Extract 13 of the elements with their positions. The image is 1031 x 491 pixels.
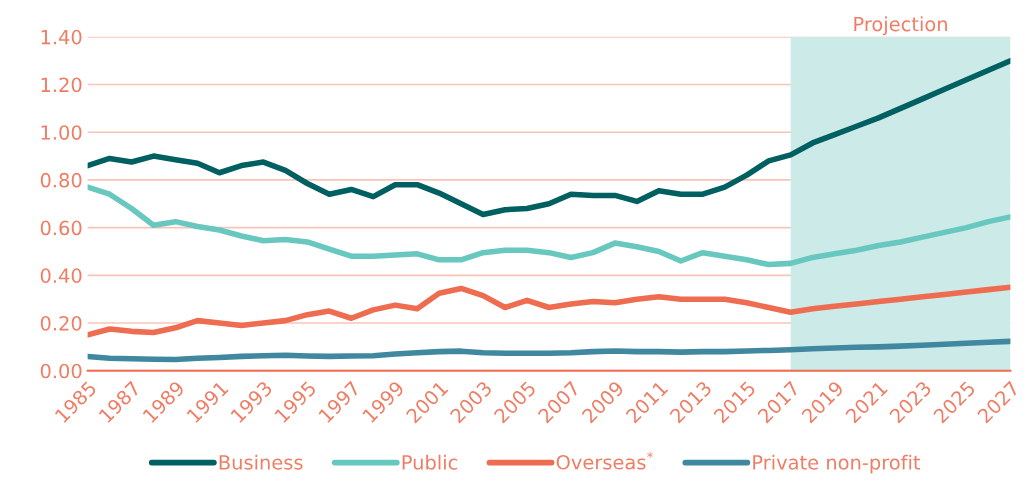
y-tick-label: 1.20 [41, 77, 82, 93]
y-tick-label: 0.80 [40, 172, 82, 188]
y-tick-label: 1.00 [41, 125, 82, 140]
y-tick-label: 0.00 [40, 363, 82, 379]
y-tick-label: 0.60 [40, 220, 82, 236]
legend-label: Private non-profit [753, 454, 921, 474]
legend-label: Overseas$^{*}$ [556, 451, 654, 470]
y-tick-label: 0.20 [40, 315, 82, 331]
y-tick-label: 0.40 [40, 268, 82, 283]
band-label: Projection [854, 16, 947, 36]
legend-label: Public [402, 454, 458, 470]
y-tick-label: 1.40 [41, 29, 82, 45]
legend-label: Business [219, 454, 303, 470]
